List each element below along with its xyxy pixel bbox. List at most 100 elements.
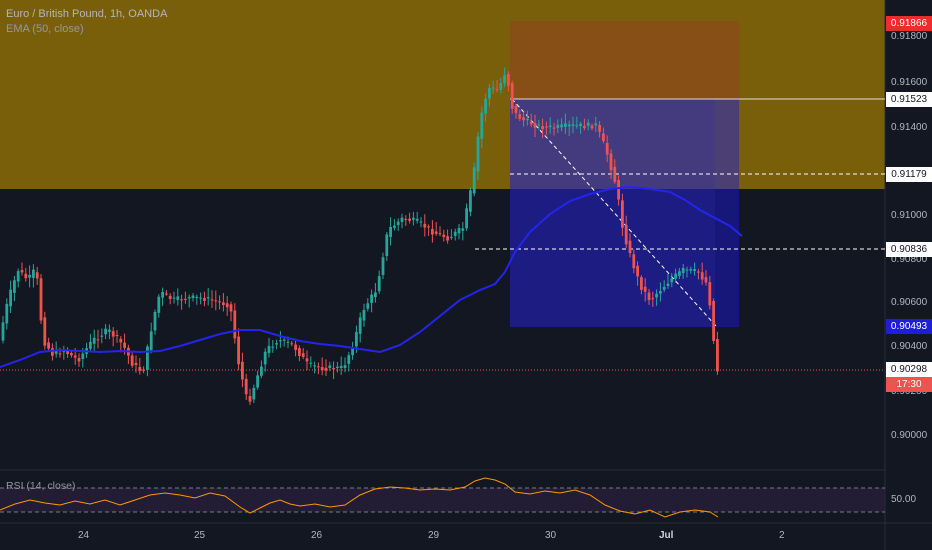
- ema-legend[interactable]: EMA (50, close): [6, 23, 84, 35]
- candle-body: [594, 123, 598, 126]
- candle-body: [222, 302, 225, 306]
- candle-body: [123, 342, 126, 348]
- candle-body: [298, 348, 301, 356]
- candle-body: [670, 278, 674, 283]
- position-target-area-lower[interactable]: [510, 189, 739, 327]
- candle-body: [111, 331, 115, 337]
- trend-line[interactable]: [511, 98, 717, 327]
- candle-body: [662, 286, 666, 290]
- candle-body: [1, 322, 5, 341]
- candle-body: [495, 89, 499, 90]
- candle-body: [537, 124, 541, 126]
- candle-body: [81, 353, 85, 359]
- candle-body: [279, 340, 282, 342]
- candle-body: [138, 366, 142, 371]
- candle-body: [5, 303, 9, 324]
- price-tick: 0.91000: [891, 210, 928, 221]
- candle-body: [339, 365, 343, 368]
- candle-body: [282, 339, 286, 341]
- time-label: 29: [428, 530, 440, 541]
- price-tag-current: 0.90298: [886, 362, 932, 377]
- candle-body: [286, 341, 290, 343]
- ema-50-line: [0, 185, 743, 368]
- candle-body: [70, 352, 73, 356]
- candle-body: [263, 351, 267, 365]
- price-tick: 0.90600: [891, 297, 928, 308]
- candle-body: [290, 343, 294, 345]
- candle-body: [374, 292, 377, 298]
- candle-body: [328, 365, 332, 368]
- candle-body: [305, 358, 309, 362]
- candle-body: [712, 301, 715, 341]
- candle-body: [700, 272, 704, 280]
- candle-body: [51, 348, 54, 356]
- candle-body: [651, 298, 655, 300]
- candle-body: [507, 74, 510, 86]
- time-label: 25: [194, 530, 206, 541]
- candle-body: [115, 335, 119, 337]
- candle-body: [476, 136, 480, 172]
- candle-body: [58, 353, 62, 355]
- candle-body: [343, 365, 347, 368]
- candle-body: [336, 366, 339, 368]
- candle-body: [488, 88, 491, 99]
- time-label: 26: [311, 530, 323, 541]
- candle-body: [400, 217, 404, 222]
- price-tag-level-mid: 0.90836: [886, 242, 932, 257]
- candle-body: [153, 311, 157, 331]
- candle-body: [351, 348, 354, 356]
- candle-body: [47, 342, 50, 349]
- candle-body: [640, 277, 643, 290]
- candle-body: [533, 123, 537, 128]
- candle-body: [146, 346, 149, 370]
- candle-body: [233, 310, 237, 339]
- candle-body: [157, 296, 161, 313]
- candle-body: [461, 228, 465, 231]
- price-tag-level-upper: 0.91179: [886, 167, 932, 182]
- candle-body: [499, 82, 503, 90]
- rsi-legend[interactable]: RSI (14, close): [6, 480, 76, 492]
- candle-body: [320, 367, 324, 371]
- candle-body: [35, 272, 39, 279]
- price-tick: 0.91800: [891, 31, 928, 42]
- candle-body: [472, 167, 476, 194]
- candle-body: [643, 286, 647, 292]
- candle-body: [704, 277, 708, 283]
- candle-body: [358, 317, 362, 334]
- candle-body: [681, 268, 685, 273]
- candle-body: [24, 273, 28, 279]
- candle-body: [575, 125, 579, 127]
- time-label: 2: [779, 530, 785, 541]
- position-stop-area[interactable]: [510, 21, 739, 99]
- candle-body: [165, 293, 168, 295]
- candle-body: [260, 366, 263, 376]
- candle-body: [100, 335, 104, 337]
- candle-body: [666, 283, 670, 286]
- candle-body: [385, 234, 389, 256]
- candle-body: [275, 343, 278, 345]
- candle-body: [20, 270, 24, 273]
- candle-body: [172, 297, 176, 299]
- candles-group: [1, 67, 719, 405]
- symbol-title[interactable]: Euro / British Pound, 1h, OANDA: [6, 8, 168, 20]
- candle-body: [66, 350, 69, 354]
- candle-body: [412, 217, 415, 220]
- price-tick: 0.90400: [891, 341, 928, 352]
- candle-body: [130, 355, 134, 366]
- position-progress-area: [510, 99, 715, 327]
- candle-body: [104, 328, 107, 335]
- candle-body: [617, 180, 620, 200]
- candle-body: [62, 351, 66, 353]
- candle-body: [39, 278, 43, 321]
- candle-body: [241, 361, 244, 380]
- candle-body: [142, 369, 145, 371]
- candle-body: [370, 294, 373, 303]
- candle-body: [267, 345, 271, 353]
- candle-body: [522, 117, 525, 121]
- candle-body: [598, 125, 601, 132]
- candle-body: [450, 236, 453, 238]
- candle-body: [324, 367, 328, 371]
- candle-body: [697, 271, 700, 273]
